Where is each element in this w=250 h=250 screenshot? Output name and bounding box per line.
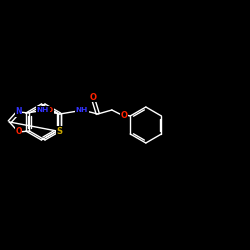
Text: NH: NH (37, 107, 49, 113)
Text: O: O (89, 92, 96, 102)
Text: N: N (15, 108, 22, 116)
Text: NH: NH (76, 107, 88, 113)
Text: O: O (120, 110, 127, 120)
Text: HO: HO (41, 107, 53, 113)
Text: O: O (15, 128, 22, 136)
Text: S: S (57, 126, 63, 136)
